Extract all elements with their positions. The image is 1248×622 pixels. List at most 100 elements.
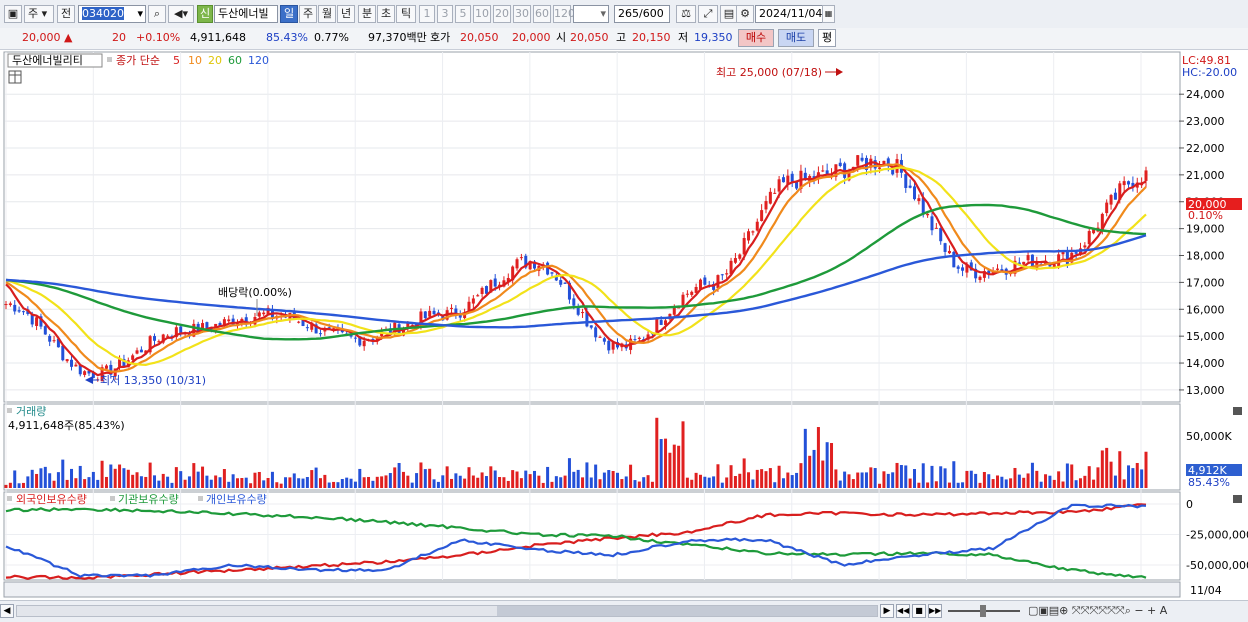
y-tick-label: 24,000: [1186, 88, 1225, 101]
volume-bar: [135, 472, 139, 488]
volume-bar: [310, 470, 314, 488]
volume-bar: [707, 477, 711, 488]
count-field[interactable]: 265/600: [614, 5, 670, 23]
high-annotation: 최고 25,000 (07/18): [716, 66, 822, 79]
volume-bar: [567, 458, 571, 488]
volume-bar: [21, 482, 25, 488]
volume-bar: [56, 472, 60, 488]
custom-interval-input[interactable]: ▾: [573, 5, 609, 23]
volume-bar: [655, 417, 659, 488]
period-tick[interactable]: 틱: [396, 5, 416, 23]
volume-bar: [1074, 480, 1078, 488]
market-select[interactable]: 주 ▾: [24, 5, 54, 23]
candle-body: [913, 186, 917, 200]
candle-body: [480, 287, 484, 294]
candle-body: [873, 160, 877, 169]
volume-bar: [891, 472, 895, 488]
hc-label: HC:-20.00: [1182, 66, 1237, 79]
holding-close-icon[interactable]: [1233, 495, 1242, 503]
candle-body: [406, 322, 410, 329]
volume-bar: [987, 474, 991, 488]
volume-bar: [480, 472, 484, 488]
volume-bar: [541, 482, 545, 488]
candle-body: [388, 328, 392, 335]
first-page-icon[interactable]: ◀◀: [896, 604, 910, 618]
candle-body: [122, 358, 126, 367]
eval-button[interactable]: 평: [818, 29, 836, 47]
indicator-icon[interactable]: ⚖: [676, 5, 696, 23]
volume-close-icon[interactable]: [1233, 407, 1242, 415]
candle-body: [1022, 261, 1026, 265]
candle-body: [729, 260, 733, 274]
candle-body: [974, 268, 978, 279]
period-year[interactable]: 년: [337, 5, 355, 23]
interval-5[interactable]: 5: [455, 5, 471, 23]
period-day[interactable]: 일: [280, 5, 298, 23]
volume-bar: [153, 475, 157, 488]
chart-svg[interactable]: 24,000 23,000 22,000 21,000 20,000 19,000 18,0…: [0, 49, 1248, 600]
institution-holding-label: 기관보유수량: [118, 493, 179, 506]
volume-bar: [637, 481, 641, 488]
candle-body: [262, 312, 266, 315]
ma-line-5: [5, 161, 1147, 377]
volume-bar: [843, 471, 847, 488]
search-icon[interactable]: ⌕: [148, 5, 166, 23]
gear-icon[interactable]: ⚙: [736, 5, 754, 23]
prev-button[interactable]: 전: [57, 5, 75, 23]
low-price: 19,350: [694, 31, 733, 44]
last-page-icon[interactable]: ▶▶: [928, 604, 942, 618]
volume-bar: [939, 466, 943, 488]
tool-icons[interactable]: ▢▣▤⊕ ⤧⤧⤧⤧⤧⤧⌕ − + A: [1028, 604, 1168, 617]
candle-body: [607, 340, 611, 351]
holding-y-tick-label: -50,000,000: [1186, 559, 1248, 572]
volume-ratio: 85.43%: [266, 31, 308, 44]
volume-bar: [668, 452, 672, 488]
volume-bar: [214, 475, 218, 488]
period-week[interactable]: 주: [299, 5, 317, 23]
volume-bar: [781, 478, 785, 488]
candle-body: [519, 257, 523, 259]
buy-button[interactable]: 매수: [738, 29, 774, 47]
interval-10[interactable]: 10: [473, 5, 491, 23]
stop-icon[interactable]: ■: [912, 604, 926, 618]
volume-bar: [677, 445, 681, 488]
scroll-right-icon[interactable]: ▶: [880, 604, 894, 618]
interval-60[interactable]: 60: [533, 5, 551, 23]
zoom-slider-handle[interactable]: [980, 605, 986, 617]
volume-bar: [227, 481, 231, 488]
interval-20[interactable]: 20: [493, 5, 511, 23]
draw-icon[interactable]: ⤢: [698, 5, 718, 23]
volume-bar: [113, 468, 117, 488]
scroll-left-icon[interactable]: ◀: [0, 604, 14, 618]
layout-icon[interactable]: ▣: [4, 5, 22, 23]
volume-bar: [1004, 479, 1008, 488]
scrollbar-track[interactable]: [16, 605, 878, 617]
volume-bar: [1131, 468, 1135, 488]
period-month[interactable]: 월: [318, 5, 336, 23]
candle-body: [87, 370, 91, 374]
candle-body: [218, 323, 222, 326]
interval-1[interactable]: 1: [419, 5, 435, 23]
interval-120[interactable]: 120: [553, 5, 575, 23]
period-minute[interactable]: 분: [358, 5, 376, 23]
speaker-icon[interactable]: ◀▾: [168, 5, 194, 23]
candle-body: [747, 231, 751, 241]
volume-bar: [240, 477, 244, 488]
volume-bar: [1013, 467, 1017, 488]
candle-body: [821, 170, 825, 172]
code-input[interactable]: 034020 ▾: [78, 5, 146, 23]
sell-button[interactable]: 매도: [778, 29, 814, 47]
candle-body: [362, 340, 366, 347]
calendar-icon[interactable]: ▦: [822, 5, 835, 23]
volume-bar: [882, 471, 886, 488]
y-tick-label: 21,000: [1186, 169, 1225, 182]
volume-bar: [244, 477, 248, 488]
scrollbar-thumb[interactable]: [497, 606, 877, 616]
volume-bar: [864, 472, 868, 488]
period-second[interactable]: 초: [377, 5, 395, 23]
interval-3[interactable]: 3: [437, 5, 453, 23]
candle-body: [672, 307, 676, 315]
candle-body: [257, 312, 261, 317]
candle-body: [297, 321, 301, 323]
interval-30[interactable]: 30: [513, 5, 531, 23]
